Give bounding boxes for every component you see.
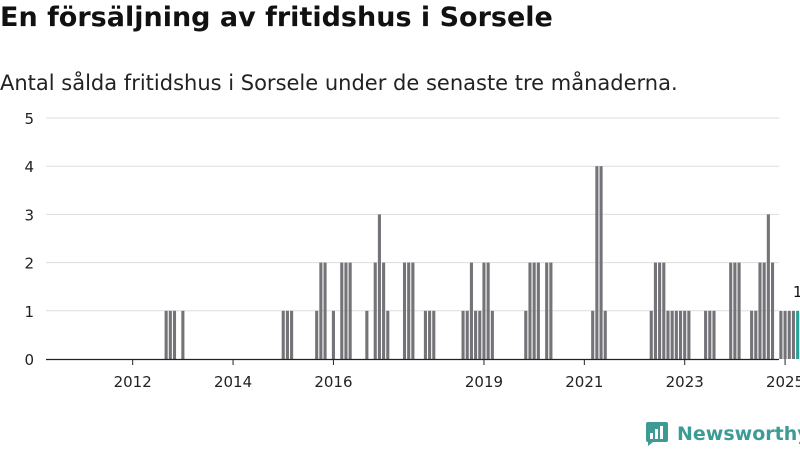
bar bbox=[482, 262, 486, 359]
bar bbox=[469, 262, 473, 359]
bar bbox=[323, 262, 327, 359]
bar bbox=[474, 310, 478, 359]
bar bbox=[432, 310, 436, 359]
bar bbox=[344, 262, 348, 359]
bar bbox=[758, 262, 762, 359]
x-tick-label: 2012 bbox=[114, 373, 152, 391]
bar bbox=[536, 262, 540, 359]
bar bbox=[164, 310, 168, 359]
bar bbox=[737, 262, 741, 359]
bar bbox=[783, 310, 787, 359]
y-tick-label: 4 bbox=[24, 158, 34, 176]
bar bbox=[290, 310, 294, 359]
bar bbox=[545, 262, 549, 359]
x-tick-label: 2016 bbox=[314, 373, 352, 391]
bar bbox=[770, 262, 775, 359]
bar bbox=[172, 310, 177, 359]
bar bbox=[319, 262, 323, 359]
x-tick-label: 2023 bbox=[666, 373, 704, 391]
bar bbox=[281, 310, 285, 359]
bar bbox=[779, 310, 783, 359]
bar bbox=[670, 310, 674, 359]
y-tick-label: 0 bbox=[24, 351, 34, 369]
x-tick-label: 2021 bbox=[565, 373, 603, 391]
bar bbox=[315, 310, 319, 359]
bar bbox=[796, 310, 800, 359]
bar bbox=[658, 262, 662, 359]
bar bbox=[423, 310, 427, 359]
bar bbox=[331, 310, 335, 359]
bar bbox=[411, 262, 415, 359]
bar bbox=[762, 262, 766, 359]
bar bbox=[591, 310, 595, 359]
bar bbox=[733, 262, 737, 359]
bar bbox=[486, 262, 490, 359]
brand-name: Newsworthy bbox=[677, 423, 800, 445]
bar bbox=[595, 166, 599, 359]
bar bbox=[791, 310, 795, 359]
bar bbox=[532, 262, 536, 359]
bar bbox=[754, 310, 758, 359]
bar bbox=[428, 310, 432, 359]
bar bbox=[712, 310, 716, 359]
bar bbox=[662, 262, 666, 359]
bar bbox=[340, 262, 344, 359]
bar bbox=[599, 166, 603, 359]
highlight-data-label: 1 bbox=[793, 283, 800, 301]
bar bbox=[708, 310, 712, 359]
bar bbox=[382, 262, 386, 359]
bar bbox=[285, 310, 289, 359]
x-axis: 2012 2014 2016 2019 2021 2023 2025 bbox=[46, 358, 800, 391]
bar bbox=[348, 262, 352, 359]
y-tick-label: 5 bbox=[24, 110, 34, 128]
bar bbox=[181, 310, 185, 359]
bar bbox=[377, 214, 381, 359]
bar bbox=[750, 310, 754, 359]
bar bbox=[168, 310, 172, 359]
bar bbox=[461, 310, 465, 359]
bar bbox=[386, 310, 390, 359]
bar bbox=[365, 310, 369, 359]
chart-subtitle: Antal sålda fritidshus i Sorsele under d… bbox=[0, 71, 678, 95]
bars bbox=[164, 166, 800, 359]
bar bbox=[478, 310, 482, 359]
brand-logo: Newsworthy bbox=[645, 419, 800, 449]
bar bbox=[549, 262, 553, 359]
x-tick-label: 2019 bbox=[465, 373, 503, 391]
x-tick-label: 2025 bbox=[766, 373, 800, 391]
bar bbox=[465, 310, 469, 359]
y-tick-label: 3 bbox=[24, 206, 34, 224]
bar bbox=[653, 262, 657, 359]
x-tick-label: 2014 bbox=[214, 373, 252, 391]
y-tick-label: 1 bbox=[24, 303, 34, 321]
bar bbox=[678, 310, 683, 359]
bar bbox=[687, 310, 691, 359]
bar bbox=[729, 262, 733, 359]
y-axis: 0 1 2 3 4 5 bbox=[24, 110, 34, 369]
annotations: 1 bbox=[793, 283, 800, 301]
bar bbox=[402, 262, 407, 359]
bar bbox=[683, 310, 687, 359]
bar bbox=[766, 214, 770, 359]
bar bbox=[649, 310, 653, 359]
bar-chart-logo-icon bbox=[646, 422, 668, 446]
bar bbox=[666, 310, 670, 359]
y-tick-label: 2 bbox=[24, 255, 34, 273]
bar bbox=[704, 310, 708, 359]
bar bbox=[787, 310, 791, 359]
bar bbox=[603, 310, 607, 359]
bar bbox=[674, 310, 678, 359]
bar bbox=[407, 262, 411, 359]
bar bbox=[528, 262, 532, 359]
bar bbox=[373, 262, 377, 359]
bar bbox=[490, 310, 494, 359]
bar bbox=[524, 310, 528, 359]
chart-title: En försäljning av fritidshus i Sorsele bbox=[0, 2, 553, 33]
